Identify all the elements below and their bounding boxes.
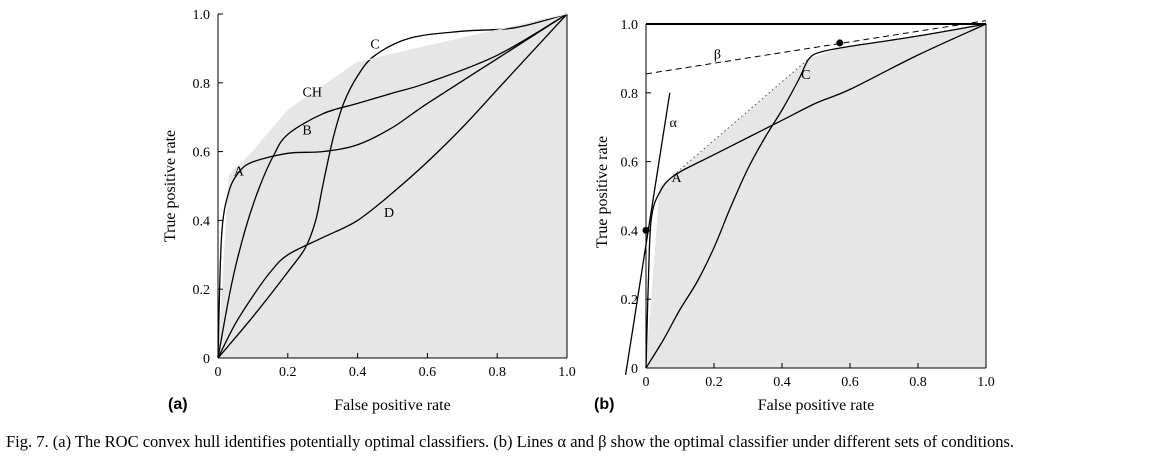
- panel-a-y-tick-label: 0.6: [193, 146, 211, 161]
- panel-b-curve-a: [645, 23, 987, 369]
- panel-b-hull-region: [646, 24, 986, 368]
- panel-b-y-tick-label: 0.8: [621, 87, 639, 102]
- panel-a-label-ch: CH: [303, 86, 322, 101]
- panel-b-x-tick-label: 1.0: [977, 375, 995, 390]
- panel-a-label-b: B: [302, 123, 311, 138]
- panel-a-curve-d: [217, 13, 568, 359]
- panel-b-y-tick-label: 0: [631, 362, 638, 377]
- panel-a-curve-a: [217, 13, 568, 359]
- panel-a-x-tick-label: 0.8: [488, 365, 506, 380]
- panel-b-x-tick-label: 0.8: [909, 375, 927, 390]
- panel-a-y-tick-label: 0.2: [193, 283, 211, 298]
- panel-a-x-axis-label: False positive rate: [334, 397, 450, 414]
- panel-b-label-c: C: [801, 68, 810, 83]
- panel-b-y-axis-label: True positive rate: [594, 136, 611, 248]
- panel-b-x-tick-label: 0.6: [841, 375, 859, 390]
- panel-b-y-tick-label: 0.2: [621, 293, 639, 308]
- panel-b-curve-beta: [645, 20, 987, 75]
- panel-a-x-tick-label: 1.0: [558, 365, 576, 380]
- panel-b-curve-hull-segment: [672, 58, 810, 176]
- panel-a-x-tick-label: 0: [215, 365, 222, 380]
- figure-caption: Fig. 7. (a) The ROC convex hull identifi…: [6, 432, 1015, 451]
- panel-b-label-alpha: α: [670, 116, 678, 131]
- panel-a-label-d: D: [384, 206, 394, 221]
- panel-a-x-tick-label: 0.2: [279, 365, 297, 380]
- panel-b-x-tick-label: 0.4: [773, 375, 791, 390]
- panel-b-operating-point: [836, 39, 844, 47]
- panel-b-label-a: A: [672, 171, 683, 186]
- panel-a-x-tick-label: 0.6: [419, 365, 437, 380]
- panel-b-curve-c: [645, 23, 987, 369]
- panel-a-label-c: C: [370, 37, 379, 52]
- panel-b-y-tick-label: 0.4: [621, 224, 639, 239]
- panel-b-y-tick-label: 1.0: [621, 18, 639, 33]
- panel-a-y-tick-label: 0: [203, 352, 210, 367]
- panel-b-roc-chart: 0 0.2 0.4 0.6 0.8 1.0 0 0.2 0.4 0.6 0.8 1.0 False po…: [594, 18, 995, 414]
- panel-a-label-a: A: [234, 165, 245, 180]
- panel-b-label-beta: β: [714, 47, 721, 62]
- panel-b-x-axis-label: False positive rate: [758, 397, 874, 414]
- panel-a-panel-label: (a): [168, 396, 188, 413]
- panel-b-x-tick-label: 0: [643, 375, 650, 390]
- panel-a-curve-b: [217, 13, 568, 359]
- panel-b-x-tick-label: 0.2: [705, 375, 723, 390]
- panel-a-y-axis-label: True positive rate: [162, 130, 179, 242]
- panel-b-y-tick-label: 0.6: [621, 156, 639, 171]
- panel-a-hull-region: [218, 14, 567, 358]
- panel-a-y-tick-label: 0.8: [193, 77, 211, 92]
- panel-a-x-tick-label: 0.4: [349, 365, 367, 380]
- panel-a-roc-chart: 0 0.2 0.4 0.6 0.8 1.0 0 0.2 0.4 0.6 0.8 1.0 False po…: [162, 8, 576, 414]
- panel-a-y-tick-label: 1.0: [193, 8, 211, 23]
- panel-a-curve-ch: [228, 13, 568, 177]
- panel-a-curve-c: [217, 13, 568, 359]
- panel-b-curve-alpha: [624, 92, 671, 376]
- panel-b-panel-label: (b): [594, 396, 614, 413]
- panel-a-y-tick-label: 0.4: [193, 214, 211, 229]
- panel-b-operating-point: [642, 226, 650, 234]
